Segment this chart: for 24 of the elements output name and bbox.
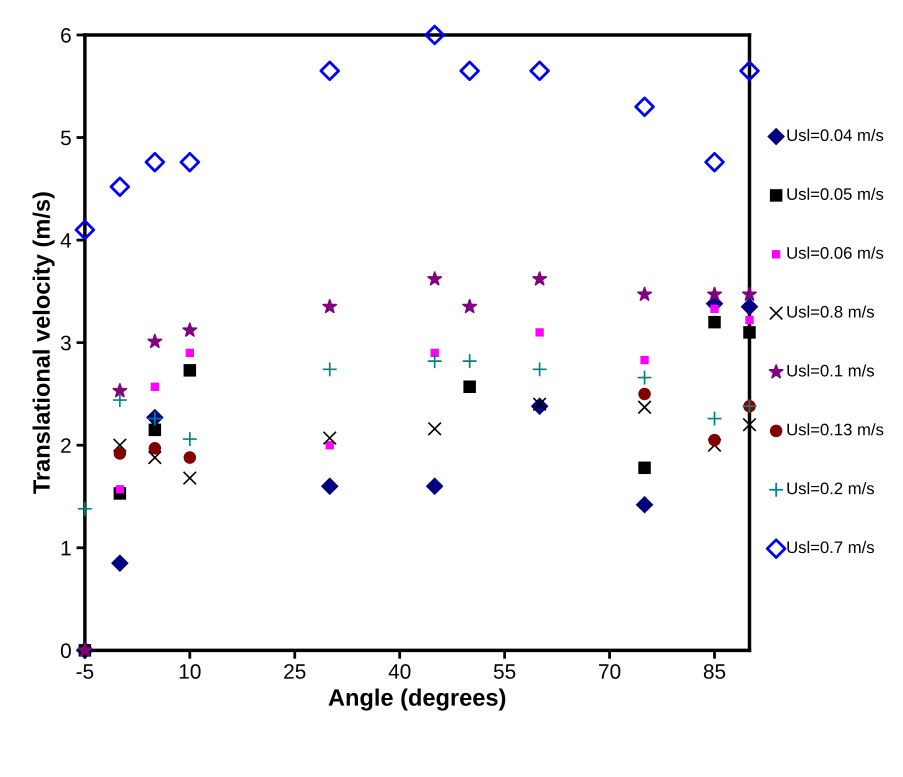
x-tick-label: 40 xyxy=(388,664,410,679)
y-tick-label: 1 xyxy=(62,541,71,556)
y-tick-label: 6 xyxy=(61,28,71,43)
x-axis-title: Angle (degrees) xyxy=(328,688,506,711)
legend-label: Usl=0.04 m/s xyxy=(787,128,884,142)
y-tick-label: 5 xyxy=(60,130,71,146)
legend-label: Usl=0.1 m/s xyxy=(787,364,874,377)
y-axis-title: Translational velocity (m/s) xyxy=(32,192,55,494)
y-tick-label: 2 xyxy=(61,438,71,453)
x-tick-label: 55 xyxy=(494,664,516,679)
y-tick-label: 0 xyxy=(60,643,71,658)
x-tick-label: 25 xyxy=(284,664,306,679)
x-tick-label: 85 xyxy=(704,664,726,679)
legend-label: Usl=0.7 m/s xyxy=(787,540,874,554)
y-tick-label: 4 xyxy=(60,233,72,248)
x-tick-label: 70 xyxy=(599,664,620,679)
legend-label: Usl=0.06 m/s xyxy=(787,246,884,259)
legend-label: Usl=0.13 m/s xyxy=(787,423,884,436)
x-tick-label: 10 xyxy=(180,664,201,679)
x-tick-label: -5 xyxy=(76,664,94,679)
legend-label: Usl=0.8 m/s xyxy=(787,305,874,318)
legend-label: Usl=0.05 m/s xyxy=(787,188,884,200)
y-tick-label: 3 xyxy=(60,336,71,350)
legend-label: Usl=0.2 m/s xyxy=(787,482,874,494)
